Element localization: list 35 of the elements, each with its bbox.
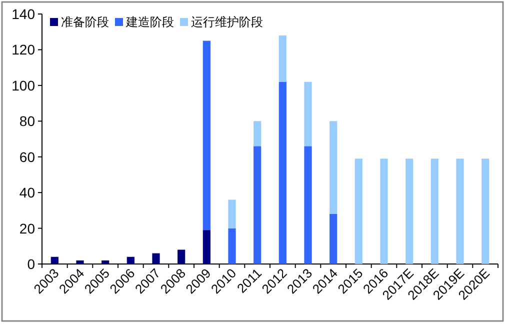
y-tick-label: 40 [19, 184, 36, 201]
bar [456, 158, 464, 264]
bar [50, 256, 58, 264]
y-tick-label: 100 [12, 77, 36, 94]
bar [202, 40, 210, 230]
y-tick-label: 140 [12, 6, 36, 22]
y-tick-label: 120 [12, 42, 36, 58]
bar [278, 82, 286, 264]
bar [304, 82, 312, 146]
bar [430, 158, 438, 264]
bar [254, 146, 262, 264]
legend-label: 运行维护阶段 [191, 15, 263, 29]
bar [278, 35, 286, 82]
bar [202, 230, 210, 264]
bar [380, 158, 388, 264]
bar [254, 121, 262, 146]
y-tick-label: 60 [19, 148, 36, 165]
y-tick-label: 20 [19, 220, 36, 236]
y-tick-label: 0 [27, 256, 36, 272]
legend-label: 建造阶段 [125, 15, 174, 29]
bar [228, 228, 236, 264]
bar [482, 158, 490, 264]
legend-label: 准备阶段 [61, 15, 109, 29]
bar [178, 250, 186, 264]
bar [406, 158, 414, 264]
y-tick-label: 80 [19, 113, 36, 130]
bar [354, 158, 362, 264]
bar [76, 260, 84, 264]
bar [102, 260, 110, 264]
bar [126, 256, 134, 264]
bar [330, 121, 338, 214]
bar [152, 253, 160, 264]
bar [228, 200, 236, 228]
bar [304, 146, 312, 264]
bar [330, 214, 338, 264]
